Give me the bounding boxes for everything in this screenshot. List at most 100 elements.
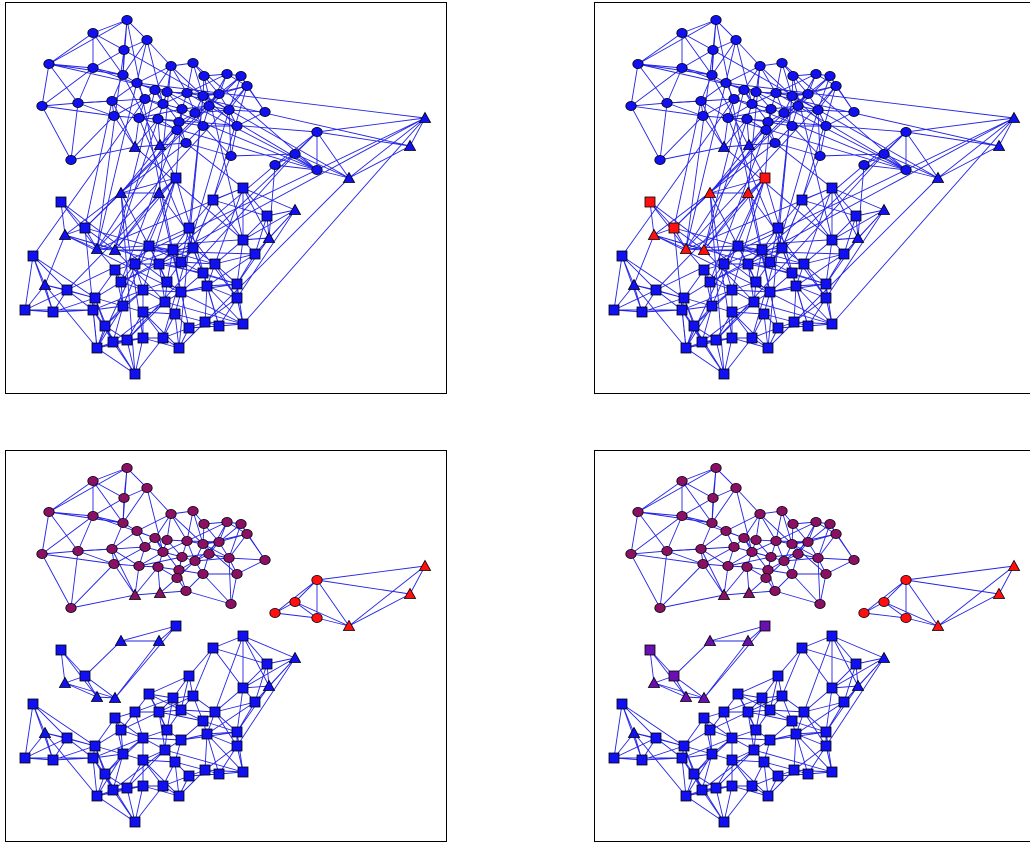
edge (702, 563, 725, 596)
edge (633, 234, 655, 286)
node-circle (36, 101, 48, 112)
edge (126, 787, 136, 823)
edge (316, 579, 350, 627)
node-square (698, 712, 710, 724)
node-triangle (697, 243, 711, 255)
node-circle (117, 518, 129, 529)
node-triangle (703, 634, 717, 646)
edge (52, 757, 94, 761)
node-square (137, 754, 149, 766)
edge (48, 63, 79, 104)
edge (630, 67, 683, 107)
node-circle (769, 585, 781, 596)
node-circle (213, 537, 225, 548)
node-square (87, 304, 99, 316)
edge (348, 565, 426, 627)
node-circle (43, 59, 55, 70)
edge (863, 579, 907, 614)
edge (214, 701, 256, 713)
edge (621, 98, 735, 257)
node-triangle (992, 139, 1006, 151)
edge (681, 32, 714, 51)
node-circle (180, 137, 192, 148)
node-circle (43, 507, 55, 518)
node-circle (235, 519, 247, 530)
edge (633, 284, 687, 349)
edge (212, 199, 244, 241)
node-circle (235, 71, 247, 82)
edge (666, 550, 704, 565)
network-graph-bottom-left (5, 450, 447, 842)
edge (774, 142, 833, 189)
node-square (175, 734, 187, 746)
node-circle (760, 573, 772, 584)
node-square (798, 706, 810, 718)
node-square (820, 726, 832, 738)
edge (214, 253, 256, 265)
node-circle (765, 552, 777, 563)
node-square (175, 286, 187, 298)
node-square (776, 242, 788, 254)
edge (60, 201, 98, 250)
edge (236, 685, 270, 733)
node-circle (625, 101, 637, 112)
node-square (820, 292, 832, 304)
node-triangle (1007, 559, 1021, 571)
edge (763, 313, 769, 349)
edge (164, 749, 244, 773)
edge (711, 74, 766, 179)
node-circle (654, 154, 666, 165)
node-circle (152, 562, 164, 573)
node-circle (65, 602, 77, 613)
node-square (718, 368, 730, 380)
node-square (790, 280, 802, 292)
edge (763, 761, 769, 797)
node-circle (746, 99, 758, 110)
node-triangle (38, 278, 52, 290)
node-circle (87, 475, 99, 486)
node-circle (697, 559, 709, 570)
node-circle (87, 27, 99, 38)
edge (723, 118, 748, 148)
edge (641, 757, 683, 761)
edge (236, 731, 244, 773)
edge (64, 682, 98, 698)
node-circle (225, 598, 237, 609)
edge (613, 289, 657, 311)
edge (793, 733, 797, 771)
edge (212, 85, 248, 201)
node-square (748, 296, 760, 308)
edge (711, 39, 737, 76)
node-circle (802, 89, 814, 100)
node-square (742, 258, 754, 270)
edge (637, 19, 717, 65)
node-square (608, 752, 620, 764)
edge (774, 590, 821, 605)
edge (630, 105, 704, 117)
node-circle (706, 70, 718, 81)
node-triangle (717, 140, 731, 152)
network-panel-bottom-left (5, 450, 447, 842)
nodes (19, 462, 432, 828)
node-square (209, 258, 221, 270)
edge (113, 546, 146, 565)
edge (793, 285, 797, 323)
node-circle (787, 71, 799, 82)
node-triangle (931, 171, 945, 183)
node-circle (133, 113, 145, 124)
edge (703, 249, 845, 255)
edge (613, 255, 623, 311)
node-square (616, 698, 628, 710)
edge (96, 187, 244, 250)
node-square (759, 172, 771, 184)
node-square (636, 754, 648, 766)
node-circle (187, 506, 199, 517)
edge (120, 121, 180, 194)
edge (630, 63, 639, 107)
edge (831, 657, 885, 689)
edge (637, 480, 683, 513)
network-panel-top-right (594, 2, 1030, 394)
edge (723, 144, 750, 148)
node-square (87, 752, 99, 764)
node-circle (786, 569, 798, 580)
